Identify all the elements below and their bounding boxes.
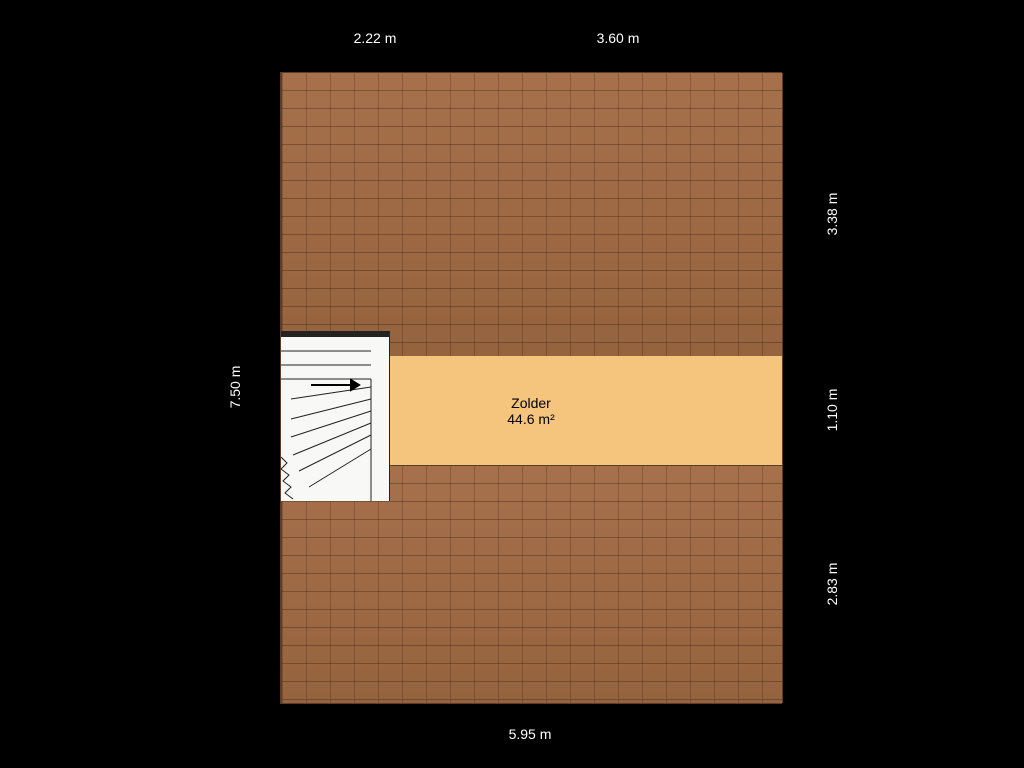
dim-right-1: 3.38 m <box>824 193 840 236</box>
staircase-drawing <box>281 337 389 501</box>
dim-right-3: 2.83 m <box>824 563 840 606</box>
dim-bottom-1: 5.95 m <box>509 726 552 742</box>
plan-outline: Zolder 44.6 m² <box>280 72 782 704</box>
dim-top-1: 2.22 m <box>354 30 397 46</box>
staircase <box>281 331 390 501</box>
roof-top <box>281 73 783 357</box>
floorplan-stage: Zolder 44.6 m² 2.22 m 3.60 m 5.95 m 7.50… <box>0 0 1024 768</box>
dim-left-1: 7.50 m <box>227 366 243 409</box>
dim-top-2: 3.60 m <box>597 30 640 46</box>
dim-right-2: 1.10 m <box>824 389 840 432</box>
